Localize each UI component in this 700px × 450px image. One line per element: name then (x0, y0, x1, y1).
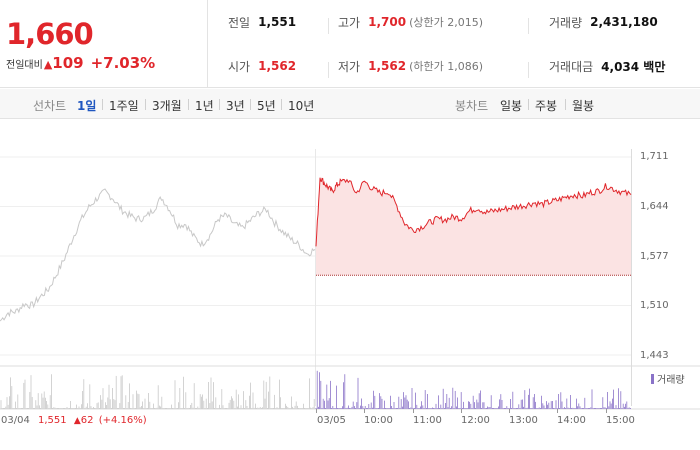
prev-day-close: 1,551 (38, 415, 67, 426)
stat-volume: 거래량 2,431,180 (549, 0, 658, 44)
stat-label: 저가 (338, 59, 361, 74)
divider (328, 62, 329, 78)
divider (328, 18, 329, 34)
stat-value: 2,431,180 (590, 15, 658, 29)
tab-3m[interactable]: 3개월 (152, 99, 182, 113)
prev-day-pct: (+4.16%) (98, 415, 147, 426)
stat-label: 시가 (228, 59, 251, 74)
stat-value: 1,562 (368, 59, 407, 73)
x-tick-label: 10:00 (364, 415, 393, 426)
tab-monthly[interactable]: 월봉 (572, 99, 595, 113)
y-tick-label: 1,510 (640, 300, 669, 311)
tab-10y[interactable]: 10년 (288, 99, 315, 113)
period-tabs: 선차트 1일 1주일 3개월 1년 3년 5년 10년 봉차트 일봉 주봉 월봉 (0, 89, 700, 119)
y-tick-label: 1,577 (640, 251, 669, 262)
tab-1d[interactable]: 1일 (77, 99, 97, 113)
legend-swatch (651, 373, 654, 384)
tab-separator (219, 99, 220, 110)
tab-1y[interactable]: 1년 (195, 99, 214, 113)
stat-sub: (하한가 1,086) (409, 60, 483, 73)
change-percent: +7.03% (90, 54, 156, 72)
stat-low: 저가 1,562 (하한가 1,086) (338, 44, 483, 88)
x-tick-label: 12:00 (461, 415, 490, 426)
stat-label: 전일 (228, 15, 251, 30)
stat-label: 거래대금 (549, 59, 594, 74)
x-tick-label: 15:00 (606, 415, 635, 426)
quote-stats: 전일 1,551 고가 1,700 (상한가 2,015) 거래량 2,431,… (208, 0, 700, 88)
up-arrow-icon: ▲ (73, 416, 81, 426)
stat-prev-close: 전일 1,551 (228, 0, 296, 44)
prev-day-date: 03/04 (1, 415, 30, 426)
tab-separator (528, 99, 529, 110)
tab-separator (281, 99, 282, 110)
stat-label: 고가 (338, 15, 361, 30)
prev-day-price-line (0, 188, 316, 322)
stat-value: 1,562 (258, 59, 297, 73)
change-value: 109 (52, 54, 84, 72)
x-tick-label: 11:00 (413, 415, 442, 426)
tab-separator (188, 99, 189, 110)
tab-5y[interactable]: 5년 (257, 99, 276, 113)
tab-daily[interactable]: 일봉 (500, 99, 523, 113)
today-price-line (315, 177, 632, 247)
x-tick-label: 14:00 (557, 415, 586, 426)
tab-separator (565, 99, 566, 110)
divider (528, 18, 529, 34)
x-tick-label: 03/05 (317, 415, 346, 426)
change-row: 전일대비▲109 +7.03% (6, 54, 155, 72)
stat-value: 4,034 백만 (601, 59, 666, 74)
quote-header: 1,660 전일대비▲109 +7.03% 전일 1,551 고가 1,700 (… (0, 0, 700, 88)
stat-trade-value: 거래대금 4,034 백만 (549, 44, 665, 88)
prev-day-change: 62 (80, 415, 94, 426)
tab-1w[interactable]: 1주일 (109, 99, 139, 113)
stat-open: 시가 1,562 (228, 44, 296, 88)
stat-label: 거래량 (549, 15, 583, 30)
x-tick-label: 13:00 (509, 415, 538, 426)
divider (528, 62, 529, 78)
price-chart[interactable] (0, 119, 700, 450)
current-price: 1,660 (6, 17, 94, 51)
prev-day-info: 03/04 1,551 ▲62 (+4.16%) (1, 415, 147, 426)
stat-value: 1,551 (258, 15, 297, 29)
line-chart-label: 선차트 (33, 99, 67, 113)
stat-sub: (상한가 2,015) (409, 16, 483, 29)
candle-chart-label: 봉차트 (455, 99, 489, 113)
legend-label: 거래량 (657, 375, 685, 386)
tab-separator (145, 99, 146, 110)
y-tick-label: 1,711 (640, 151, 669, 162)
y-tick-label: 1,443 (640, 350, 669, 361)
stat-value: 1,700 (368, 15, 407, 29)
price-box: 1,660 전일대비▲109 +7.03% (0, 0, 208, 88)
y-tick-label: 1,644 (640, 201, 669, 212)
volume-legend: 거래량 (651, 371, 685, 386)
stat-high: 고가 1,700 (상한가 2,015) (338, 0, 483, 44)
up-arrow-icon: ▲ (43, 58, 53, 71)
change-label: 전일대비 (6, 60, 43, 71)
tab-separator (250, 99, 251, 110)
tab-separator (102, 99, 103, 110)
tab-weekly[interactable]: 주봉 (535, 99, 558, 113)
tab-3y[interactable]: 3년 (226, 99, 245, 113)
